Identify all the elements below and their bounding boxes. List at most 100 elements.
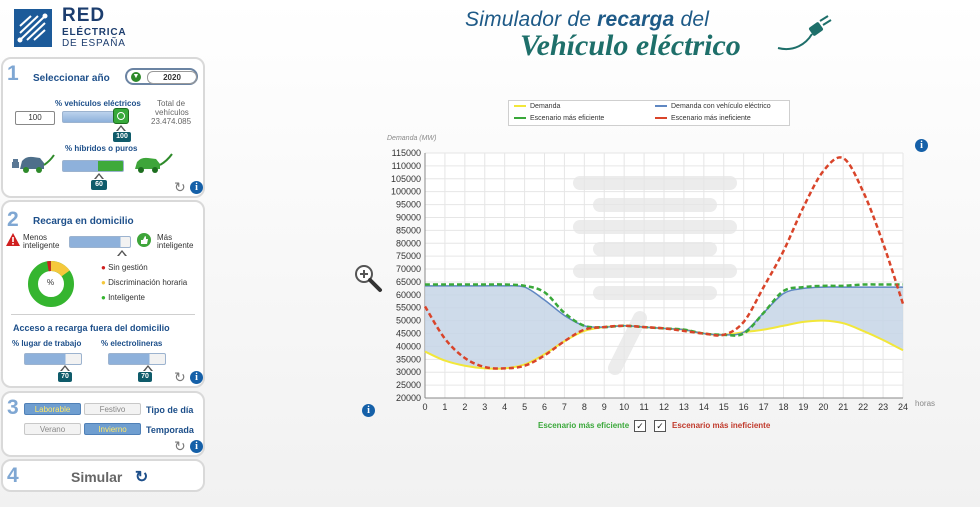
dropdown-arrow-icon[interactable]: ▼ [131, 72, 141, 82]
total-vehicles-label-1: Total de [157, 99, 186, 108]
x-tick-label: 1 [442, 402, 447, 412]
info-icon[interactable]: i [190, 181, 203, 194]
yellow-dot-icon: ● [101, 278, 106, 287]
holiday-button[interactable]: Festivo [84, 403, 141, 415]
summer-button[interactable]: Verano [24, 423, 81, 435]
x-tick-label: 6 [542, 402, 547, 412]
y-tick-label: 95000 [396, 200, 421, 210]
bottom-info-icon[interactable]: i [362, 404, 375, 417]
legend-smart: ● Inteligente [101, 293, 187, 308]
smart-charging-slider[interactable] [69, 236, 131, 248]
y-tick-label: 50000 [396, 316, 421, 326]
y-tick-label: 110000 [392, 161, 421, 171]
simulate-label: Simular [71, 469, 123, 485]
step-number-4: 4 [7, 464, 19, 487]
green-dot-icon: ● [101, 293, 106, 302]
less-smart-label-1: Menos [23, 233, 48, 242]
x-tick-label: 3 [482, 402, 487, 412]
chart-info-icon[interactable]: i [915, 139, 928, 152]
x-tick-label: 9 [602, 402, 607, 412]
ev-demand-area [425, 285, 903, 369]
more-smart-label-2: inteligente [157, 241, 194, 250]
y-tick-label: 70000 [396, 264, 421, 274]
total-vehicles-value: 23.474.085 [151, 117, 192, 126]
season-label: Temporada [146, 425, 194, 435]
x-tick-label: 19 [798, 402, 808, 412]
reset-icon[interactable]: ↻ [174, 438, 186, 454]
ev-percent-badge: 100 [113, 132, 131, 142]
efficient-checkbox[interactable]: ✓ [634, 420, 646, 432]
demand-chart: 20000 25000 30000 35000 40000 45000 50000 55000… [387, 135, 935, 412]
x-tick-label: 7 [562, 402, 567, 412]
title-part1: Simulador de [465, 8, 598, 31]
x-axis-title: horas [915, 399, 935, 408]
green-dashed-icon [514, 117, 526, 120]
x-tick-label: 2 [462, 402, 467, 412]
weekday-button[interactable]: Laborable [24, 403, 81, 415]
zoom-icon[interactable] [353, 263, 383, 293]
ev-slider-handle[interactable] [113, 108, 129, 124]
year-selector[interactable]: ▼ 2020 [125, 68, 198, 85]
x-tick-label: 15 [719, 402, 729, 412]
station-percent-slider[interactable] [108, 353, 166, 365]
warning-icon [6, 233, 20, 246]
info-icon[interactable]: i [190, 371, 203, 384]
info-icon[interactable]: i [190, 440, 203, 453]
y-tick-label: 105000 [391, 174, 421, 184]
handle-dot-icon [117, 112, 125, 120]
x-tick-label: 24 [898, 402, 908, 412]
x-tick-label: 4 [502, 402, 507, 412]
inefficient-checkbox[interactable]: ✓ [654, 420, 666, 432]
day-type-label: Tipo de día [146, 405, 194, 415]
reset-icon[interactable]: ↻ [174, 369, 186, 385]
logo-line2: ELÉCTRICA [62, 27, 127, 38]
refresh-icon: ↻ [134, 469, 149, 486]
reset-icon[interactable]: ↻ [174, 179, 186, 195]
section-divider [11, 314, 195, 315]
pie-legend: ● Sin gestión ● Discriminación horaria ●… [101, 263, 187, 308]
legend-label: Escenario más eficiente [530, 115, 605, 122]
total-vehicles-label-2: vehículos [155, 108, 189, 117]
title-part2: del [674, 8, 710, 31]
logo-line1: RED [62, 5, 106, 26]
simulate-button[interactable]: Simular ↻ [71, 467, 161, 487]
legend-label: Sin gestión [108, 263, 148, 272]
thumbs-up-icon [137, 233, 151, 247]
plug-cable-icon [777, 15, 832, 50]
legend-label: Demanda [530, 103, 561, 110]
smart-slider-marker [117, 250, 127, 256]
inefficient-toggle-label: Escenario más ineficiente [672, 421, 771, 430]
hybrid-percent-label: % híbridos o puros [65, 144, 138, 153]
red-electrica-logo: RED ELÉCTRICA DE ESPAÑA [14, 5, 164, 53]
logo-mark-icon [14, 9, 52, 47]
hybrid-percent-slider[interactable] [62, 160, 124, 172]
legend-time-discrimination: ● Discriminación horaria [101, 278, 187, 293]
x-tick-label: 8 [582, 402, 587, 412]
series-inefficient [423, 156, 905, 370]
red-dot-icon: ● [101, 263, 106, 272]
x-tick-label: 22 [858, 402, 868, 412]
outside-charging-title: Acceso a recarga fuera del domicilio [13, 323, 170, 333]
hybrid-car-icon [12, 154, 55, 173]
hybrid-percent-badge: 60 [91, 180, 107, 190]
x-tick-label: 10 [619, 402, 629, 412]
x-tick-label: 13 [679, 402, 689, 412]
y-tick-label: 90000 [396, 212, 421, 222]
work-percent-slider[interactable] [24, 353, 82, 365]
y-axis-title: Demanda (MW) [387, 135, 436, 142]
select-year-title: Seleccionar año [33, 73, 110, 84]
x-tick-label: 14 [699, 402, 709, 412]
ev-percent-input[interactable]: 100 [15, 111, 55, 125]
pie-center-label: % [47, 278, 55, 287]
winter-button[interactable]: Invierno [84, 423, 141, 435]
panel-day-season: 3 Laborable Festivo Tipo de día Verano I… [1, 391, 205, 457]
step-number-1: 1 [7, 62, 19, 85]
series-efficient [425, 283, 903, 337]
red-dashed-icon [655, 117, 667, 120]
home-charging-title: Recarga en domicilio [33, 216, 134, 227]
title-line1: Simulador de recarga del [465, 8, 709, 32]
x-tick-label: 11 [639, 402, 648, 412]
ev-percent-label: % vehículos eléctricos [55, 99, 141, 108]
legend-efficient: Escenario más eficiente [514, 115, 604, 122]
panel-year-vehicles: 1 Seleccionar año ▼ 2020 % vehículos elé… [1, 57, 205, 198]
